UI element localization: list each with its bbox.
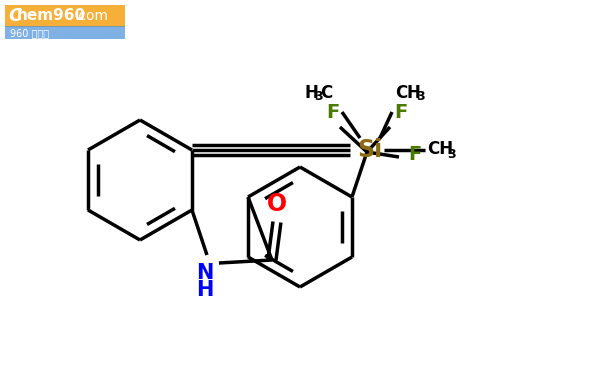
Text: 3: 3 [416, 90, 425, 104]
Text: F: F [394, 102, 408, 122]
Text: CH: CH [427, 140, 453, 158]
Text: 960 化工网: 960 化工网 [10, 28, 49, 38]
Text: N: N [196, 263, 214, 283]
Text: .com: .com [74, 9, 108, 23]
Text: 3: 3 [447, 147, 456, 160]
Bar [5, 5, 125, 27]
Text: H: H [304, 84, 318, 102]
Text: H: H [406, 84, 420, 102]
Bar [5, 26, 125, 39]
Text: hem960: hem960 [17, 9, 86, 24]
Text: F: F [408, 146, 422, 165]
Text: C: C [395, 84, 407, 102]
Text: H: H [196, 280, 214, 300]
Text: C: C [320, 84, 332, 102]
Text: C: C [8, 7, 21, 25]
Text: Si: Si [358, 138, 382, 162]
Text: O: O [267, 192, 287, 216]
Text: 3: 3 [314, 90, 322, 104]
Text: F: F [326, 102, 339, 122]
